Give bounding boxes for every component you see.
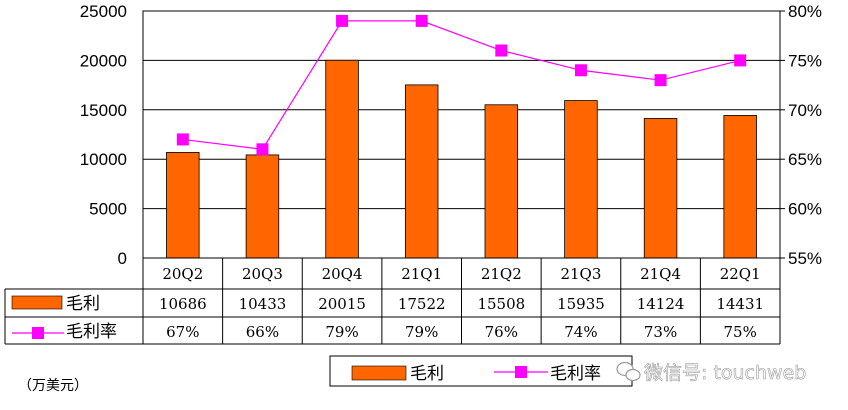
table-value: 79% xyxy=(325,323,358,341)
line-marker xyxy=(176,133,189,146)
y-left-tick-label: 5000 xyxy=(89,200,127,219)
table-value: 15508 xyxy=(477,295,525,313)
watermark: 微信号: touchweb xyxy=(616,361,807,384)
y-right-tick-label: 60% xyxy=(788,200,822,219)
table-series-name: 毛利率 xyxy=(66,322,117,342)
bar xyxy=(643,118,678,259)
table-value: 74% xyxy=(564,323,597,341)
table-value: 10686 xyxy=(159,295,207,313)
table-value: 15935 xyxy=(557,295,605,313)
legend: 毛利 毛利率 xyxy=(329,355,633,387)
gridlines xyxy=(143,10,780,210)
table-series-name: 毛利 xyxy=(66,294,100,314)
category-label: 20Q2 xyxy=(162,265,203,283)
category-label: 20Q4 xyxy=(322,265,363,283)
category-label: 21Q2 xyxy=(481,265,522,283)
bar xyxy=(723,115,757,259)
bar xyxy=(404,84,439,259)
legend-swatch-bar xyxy=(351,365,407,381)
y-right-tick-label: 80% xyxy=(788,2,822,21)
axes: 0 55% 5000 60% 10000 65% 15000 70% 20000 75% 25000… xyxy=(80,2,822,268)
legend-label: 毛利 xyxy=(410,364,444,384)
table-value: 66% xyxy=(246,323,279,341)
line-marker xyxy=(415,14,428,27)
table-value: 10433 xyxy=(239,295,287,313)
line-marker xyxy=(256,143,269,156)
table-value: 79% xyxy=(405,323,438,341)
line-series xyxy=(176,14,747,156)
y-right-tick-label: 55% xyxy=(788,249,822,268)
table-series-swatch-marker xyxy=(32,327,44,339)
line-marker xyxy=(574,64,587,77)
legend-label: 毛利率 xyxy=(550,364,601,384)
plot-frame xyxy=(142,10,781,259)
table-value: 76% xyxy=(485,323,518,341)
legend-swatch-marker xyxy=(515,366,527,378)
bar-series xyxy=(166,59,757,259)
category-label: 21Q4 xyxy=(640,265,681,283)
line-marker xyxy=(734,54,747,67)
table-value: 75% xyxy=(724,323,757,341)
y-left-tick-label: 25000 xyxy=(80,2,127,21)
table-value: 20015 xyxy=(318,295,366,313)
table-value: 14431 xyxy=(716,295,764,313)
y-left-tick-label: 10000 xyxy=(80,150,127,169)
table-value: 73% xyxy=(644,323,677,341)
unit-label: （万美元） xyxy=(18,378,88,394)
line-marker xyxy=(654,74,667,87)
y-right-tick-label: 70% xyxy=(788,101,822,120)
y-left-tick-label: 20000 xyxy=(80,51,127,70)
y-left-tick-label: 15000 xyxy=(80,101,127,120)
y-left-tick-label: 0 xyxy=(118,249,127,268)
category-label: 21Q1 xyxy=(401,265,442,283)
line-path xyxy=(182,20,741,150)
bar xyxy=(166,152,200,259)
table-series-swatch xyxy=(11,295,63,310)
table-value: 17522 xyxy=(398,295,446,313)
category-label: 21Q3 xyxy=(560,265,601,283)
category-label: 22Q1 xyxy=(720,265,761,283)
table-value: 14124 xyxy=(637,295,685,313)
data-table: 20Q2 20Q3 20Q4 21Q1 21Q2 21Q3 21Q4 22Q1 毛利 10686 1… xyxy=(4,257,781,345)
bar xyxy=(564,100,598,259)
bar xyxy=(484,104,519,259)
wechat-icon xyxy=(616,361,641,382)
y-right-tick-label: 75% xyxy=(788,51,822,70)
bar xyxy=(245,154,280,259)
bar xyxy=(325,59,359,259)
watermark-text: 微信号: touchweb xyxy=(644,362,806,384)
table-value: 67% xyxy=(166,323,199,341)
line-marker xyxy=(495,44,508,57)
line-marker xyxy=(336,14,349,27)
y-right-tick-label: 65% xyxy=(788,150,822,169)
category-label: 20Q3 xyxy=(242,265,283,283)
